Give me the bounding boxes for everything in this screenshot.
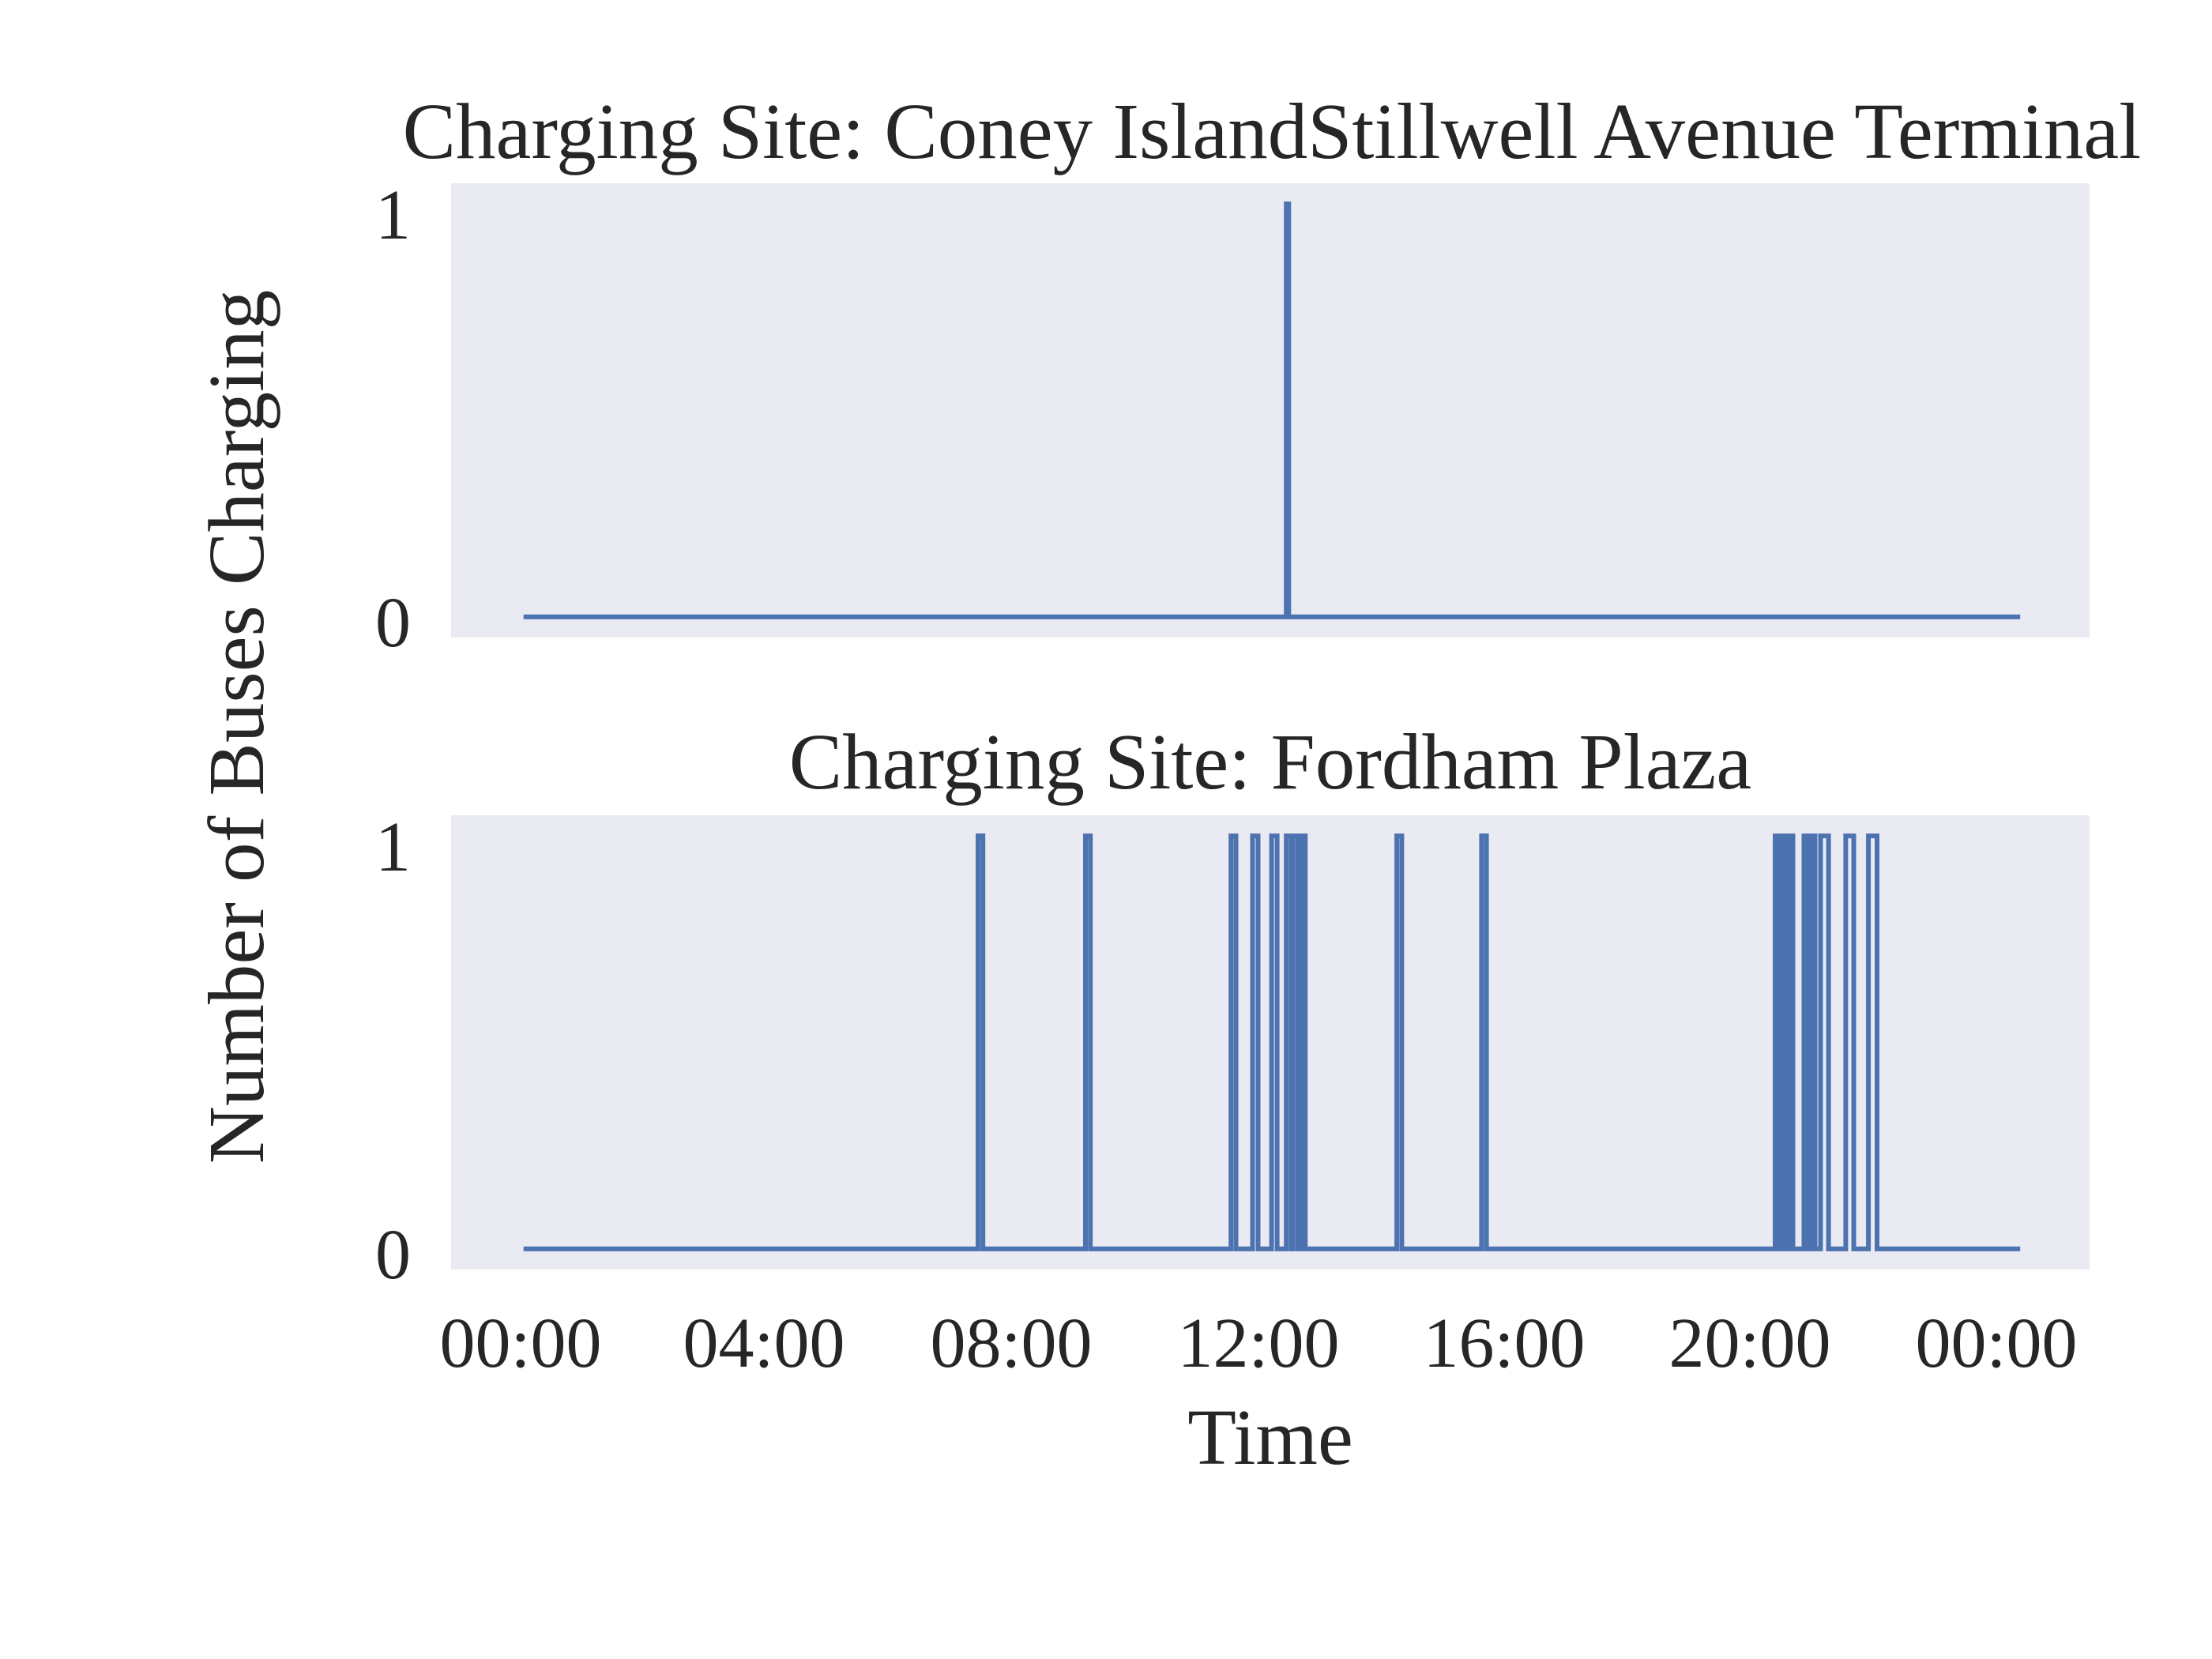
panel-top-title: Charging Site: Coney IslandStillwell Ave… — [403, 87, 2142, 175]
xtick-0000: 00:00 — [439, 1304, 601, 1382]
y-axis-label: Number of Buses Charging — [192, 290, 280, 1164]
xtick-1200: 12:00 — [1177, 1304, 1339, 1382]
xtick-0800: 08:00 — [930, 1304, 1092, 1382]
xtick-2000: 20:00 — [1668, 1304, 1830, 1382]
panel-top-ytick-1: 1 — [375, 176, 411, 254]
x-axis-label: Time — [1187, 1393, 1353, 1481]
x-axis-ticks: 00:00 04:00 08:00 12:00 16:00 20:00 00:0… — [439, 1304, 2077, 1382]
xtick-0400: 04:00 — [683, 1304, 845, 1382]
panel-top-ytick-0: 0 — [375, 584, 411, 662]
panel-top-series-line — [523, 201, 2021, 619]
xtick-0000-end: 00:00 — [1915, 1304, 2077, 1382]
panel-top-plot-area — [451, 183, 2090, 638]
panel-bottom: Charging Site: Fordham Plaza 1 0 — [375, 717, 2090, 1294]
panel-top: Charging Site: Coney IslandStillwell Ave… — [375, 87, 2141, 662]
panel-bottom-ytick-1: 1 — [375, 808, 411, 886]
xtick-1600: 16:00 — [1423, 1304, 1585, 1382]
panel-bottom-series-line — [523, 833, 2021, 1251]
panel-bottom-ytick-0: 0 — [375, 1216, 411, 1294]
panel-bottom-title: Charging Site: Fordham Plaza — [789, 717, 1751, 806]
